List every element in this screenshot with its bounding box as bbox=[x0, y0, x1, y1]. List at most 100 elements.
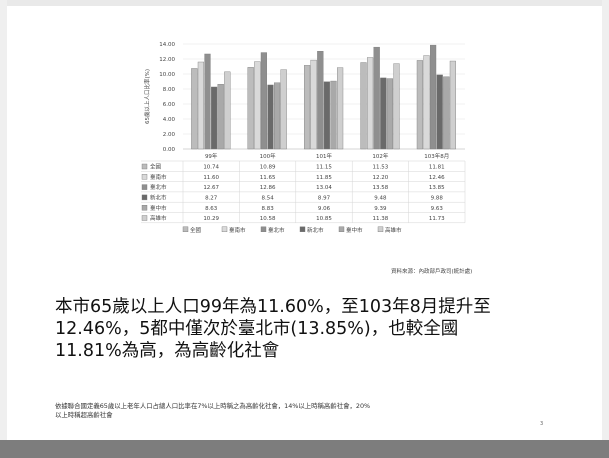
table-legend-key bbox=[141, 163, 148, 170]
legend-label: 高雄市 bbox=[385, 226, 402, 234]
bar bbox=[323, 81, 331, 150]
bar bbox=[217, 84, 224, 150]
table-cell: 9.88 bbox=[431, 196, 444, 202]
bar bbox=[393, 63, 400, 150]
bar bbox=[360, 62, 367, 150]
bar bbox=[260, 52, 268, 150]
table-cell: 11.60 bbox=[203, 175, 219, 181]
bar bbox=[204, 53, 211, 150]
table-cell: 13.04 bbox=[316, 185, 332, 191]
bar bbox=[274, 82, 281, 150]
table-cell: 11.73 bbox=[429, 216, 445, 222]
table-series-name: 高雄市 bbox=[150, 214, 167, 222]
x-category-label: 103年8月 bbox=[424, 152, 449, 160]
legend-swatch bbox=[377, 226, 384, 233]
table-cell: 8.63 bbox=[205, 206, 218, 212]
bar bbox=[386, 78, 394, 150]
table-cell: 8.83 bbox=[261, 206, 274, 212]
table-cell: 9.48 bbox=[374, 196, 387, 202]
table-cell: 11.38 bbox=[373, 216, 389, 222]
y-tick-label: 8.00 bbox=[163, 87, 176, 93]
main-statement-line-2: 12.46%，5都中僅次於臺北市(13.85%)，也較全國 bbox=[55, 319, 459, 339]
bar bbox=[430, 44, 437, 150]
bar-chart: 0.00 2.00 4.00 6.00 8.00 10.00 12.00 14.00 65歲以上… bbox=[141, 42, 466, 234]
bar bbox=[367, 57, 374, 150]
table-cell: 11.65 bbox=[260, 175, 276, 181]
table-cell: 9.63 bbox=[431, 206, 444, 212]
legend-swatch bbox=[182, 226, 189, 233]
table-series-name: 全國 bbox=[150, 163, 162, 171]
table-cell: 11.85 bbox=[316, 175, 332, 181]
table-legend-key bbox=[141, 204, 148, 211]
bar bbox=[317, 51, 324, 150]
x-category-label: 101年 bbox=[316, 152, 332, 160]
legend-swatch bbox=[299, 226, 306, 233]
table-cell: 10.58 bbox=[260, 216, 276, 222]
bar bbox=[191, 68, 198, 150]
bar bbox=[254, 61, 261, 150]
table-cell: 13.58 bbox=[373, 185, 389, 191]
table-cell: 10.29 bbox=[203, 216, 219, 222]
slide-left-border bbox=[0, 0, 7, 458]
bar bbox=[416, 60, 424, 150]
bar bbox=[310, 59, 317, 150]
slide-top-border bbox=[0, 0, 609, 6]
slide-right-border bbox=[602, 0, 609, 458]
bar bbox=[380, 77, 387, 150]
table-cell: 13.85 bbox=[429, 185, 445, 191]
table-cell: 9.39 bbox=[374, 206, 387, 212]
table-cell: 8.27 bbox=[205, 196, 218, 202]
legend-swatch bbox=[221, 226, 228, 233]
x-category-label: 99年 bbox=[205, 152, 218, 160]
y-axis-label: 65歲以上人口比率(%) bbox=[143, 69, 151, 124]
bar bbox=[267, 84, 274, 150]
main-statement-line-3: 11.81%為高，為高齡化社會 bbox=[55, 341, 280, 361]
bar bbox=[210, 86, 218, 150]
y-tick-label: 2.00 bbox=[163, 132, 176, 138]
table-cell: 9.06 bbox=[318, 206, 331, 212]
source-note: 資料來源：內政部戶政司(統計處) bbox=[391, 269, 473, 275]
table-legend-key bbox=[141, 184, 148, 190]
y-tick-label: 14.00 bbox=[159, 42, 175, 48]
table-cell: 8.97 bbox=[318, 196, 331, 202]
legend-label: 臺中市 bbox=[346, 226, 363, 234]
table-cell: 10.74 bbox=[203, 165, 219, 171]
x-category-label: 102年 bbox=[372, 152, 388, 160]
table-cell: 10.89 bbox=[260, 165, 276, 171]
table-series-name: 臺南市 bbox=[150, 173, 167, 181]
table-cell: 12.20 bbox=[373, 175, 389, 181]
bar bbox=[197, 61, 205, 150]
bar bbox=[280, 69, 287, 150]
y-tick-label: 6.00 bbox=[163, 102, 176, 108]
y-tick-label: 10.00 bbox=[159, 72, 175, 78]
table-legend-key bbox=[141, 174, 148, 180]
definition-note-line-1: 依據聯合國定義65歲以上老年人口占總人口比率在7%以上時稱之為高齡化社會，14%… bbox=[55, 402, 371, 410]
table-cell: 11.53 bbox=[373, 165, 389, 171]
bar bbox=[449, 60, 457, 150]
table-cell: 10.85 bbox=[316, 216, 332, 222]
main-statement-line-1: 本市65歲以上人口99年為11.60%，至103年8月提升至 bbox=[55, 297, 491, 317]
bar bbox=[304, 65, 311, 150]
bar bbox=[224, 71, 231, 150]
legend-label: 新北市 bbox=[307, 226, 324, 234]
table-cell: 12.86 bbox=[260, 185, 276, 191]
table-legend-key bbox=[141, 194, 148, 201]
bar bbox=[443, 76, 450, 150]
legend-swatch bbox=[338, 226, 345, 233]
bar bbox=[337, 67, 344, 150]
table-legend-key bbox=[141, 215, 148, 221]
legend-label: 臺北市 bbox=[268, 226, 285, 234]
table-cell: 12.67 bbox=[203, 185, 219, 191]
y-tick-label: 0.00 bbox=[163, 147, 176, 153]
x-category-label: 100年 bbox=[260, 152, 276, 160]
table-series-name: 臺北市 bbox=[150, 183, 167, 191]
table-cell: 12.46 bbox=[429, 175, 445, 181]
legend-swatch bbox=[260, 226, 267, 233]
main-statement: 本市65歲以上人口99年為11.60%，至103年8月提升至 12.46%，5都… bbox=[55, 296, 575, 362]
bar bbox=[423, 55, 430, 150]
table-cell: 11.15 bbox=[316, 165, 332, 171]
y-tick-label: 4.00 bbox=[163, 117, 176, 123]
footer-bar bbox=[0, 440, 609, 458]
y-tick-label: 12.00 bbox=[159, 57, 175, 63]
